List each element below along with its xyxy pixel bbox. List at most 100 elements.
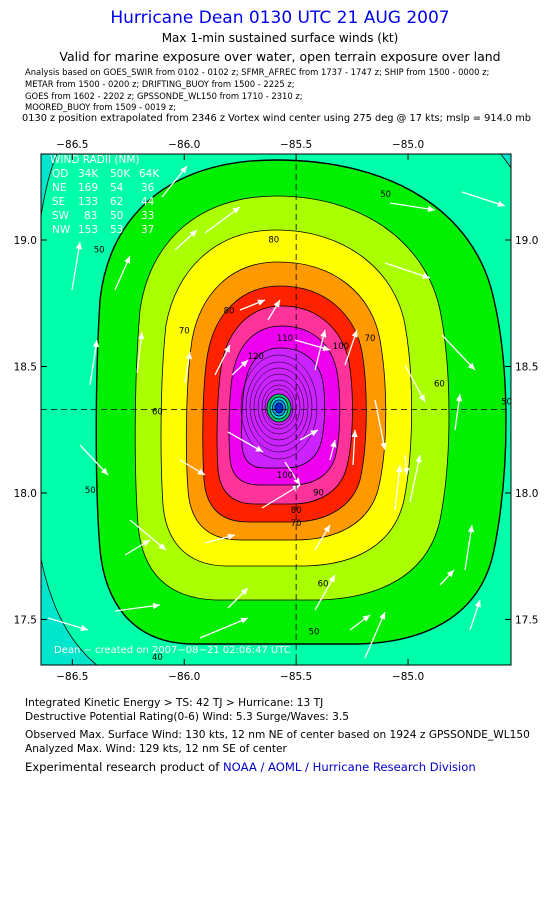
wind-field: 50 50 50 50 50 60 60 60 70 70 70 80 80 80 90 100 100 110 1… — [41, 154, 512, 665]
wind-vector-shaft — [389, 202, 436, 211]
contour-label: 100 — [333, 342, 349, 352]
chart-subtitle: Max 1-min sustained surface winds (kt) — [161, 31, 399, 45]
wind-vector-head — [497, 200, 505, 207]
wind-vector-head — [273, 300, 280, 308]
wind-radii-header-34k: 34K — [78, 168, 99, 180]
wind-vector-head — [446, 570, 454, 578]
wind-vector-head — [185, 352, 193, 360]
dense-inner-contours — [240, 354, 318, 460]
wind-radii-sw-50k: 50 — [110, 210, 123, 222]
analyzed-max-wind-line: Analyzed Max. Wind: 129 kts, 12 nm SE of… — [25, 743, 287, 755]
wind-vector-head — [227, 533, 235, 540]
wind-radii-header-64k: 64K — [139, 168, 160, 180]
eyewall — [266, 393, 292, 423]
validity-note: Valid for marine exposure over water, op… — [59, 49, 501, 64]
contour-label: 60 — [318, 580, 329, 590]
kinetic-energy-line: Integrated Kinetic Energy > TS: 42 TJ > … — [25, 697, 324, 709]
lat-tick-label-right: 17.5 — [515, 614, 538, 626]
wind-vector-shaft — [394, 464, 401, 511]
contour-label: 120 — [248, 352, 264, 362]
wind-vector-shaft — [204, 206, 241, 234]
wind-vector-shaft — [129, 519, 167, 551]
lat-tick-label-left: 17.5 — [14, 614, 37, 626]
chart-title: Hurricane Dean 0130 UTC 21 AUG 2007 — [110, 8, 450, 28]
analysis-line-2: METAR from 1500 - 0200 z; DRIFTING_BUOY … — [25, 79, 295, 89]
contour-label: 110 — [277, 334, 293, 344]
wind-radii-ne-64k: 36 — [141, 182, 155, 194]
wind-vector-head — [396, 465, 403, 473]
lon-tick-label-bottom: −85.0 — [392, 671, 424, 680]
wind-vector-head — [124, 256, 131, 264]
wind-radii-table: WIND RADII (NM) QD 34K 50K 64K NE 169 54… — [50, 154, 160, 236]
wind-vector-head — [240, 588, 248, 596]
wind-vector-head — [240, 617, 248, 624]
lon-tick-label-top: −85.0 — [392, 139, 424, 151]
wind-vector-head — [197, 468, 205, 475]
wind-vector-head — [467, 525, 475, 533]
contour-labels: 50 50 50 50 50 60 60 60 70 70 70 80 80 80 90 100 100 110 1… — [85, 190, 512, 663]
contour-label: 50 — [501, 397, 512, 407]
wind-radii-header-50k: 50K — [110, 168, 131, 180]
wind-vector-head — [474, 600, 481, 608]
wind-vector-head — [427, 205, 435, 213]
wind-vector-shaft — [89, 339, 98, 386]
wind-vector-shaft — [441, 334, 476, 371]
wind-field-map: 50 50 50 50 50 60 60 60 70 70 70 80 80 80 90 100 100 110 1… — [14, 139, 539, 680]
wind-vector-head — [351, 430, 358, 438]
wind-vector-head — [75, 242, 83, 250]
contour-label: 50 — [85, 486, 96, 496]
wind-vector-head — [180, 166, 187, 174]
wind-vector-head — [422, 272, 430, 279]
observed-max-wind-line: Observed Max. Surface Wind: 130 kts, 12 … — [25, 729, 530, 741]
wind-vector-head — [232, 207, 240, 214]
wind-vector-head — [92, 340, 100, 348]
position-note: 0130 z position extrapolated from 2346 z… — [22, 113, 532, 124]
wind-vector-head — [293, 477, 300, 485]
lon-tick-label-top: −86.0 — [168, 139, 200, 151]
wind-vector-shaft — [114, 604, 161, 612]
contour-label: 70 — [365, 334, 376, 344]
wind-vector-head — [418, 394, 425, 402]
wind-vector-head — [455, 394, 463, 402]
contour-label: 80 — [224, 306, 235, 316]
wind-vector-head — [467, 362, 475, 370]
lat-tick-label-left: 19.0 — [14, 235, 37, 247]
contour-label: 60 — [152, 408, 163, 418]
wind-radii-ne-34k: 169 — [78, 182, 98, 194]
lat-tick-label-right: 18.0 — [515, 488, 538, 500]
map-credit: Dean − created on 2007−08−21 02:06:47 UT… — [54, 645, 291, 656]
lat-tick-label-left: 18.5 — [14, 361, 37, 373]
wind-vector-head — [323, 525, 330, 533]
wind-vector-head — [224, 345, 230, 353]
wind-vector-head — [158, 543, 166, 550]
wind-radii-sw-label: SW — [52, 210, 70, 222]
wind-radii-nw-label: NW — [52, 224, 71, 236]
wind-vector-head — [189, 230, 197, 238]
lon-tick-label-bottom: −85.5 — [280, 671, 312, 680]
wind-radii-nw-50k: 53 — [110, 224, 123, 236]
wind-vector-head — [328, 575, 335, 583]
wind-radii-sw-64k: 33 — [141, 210, 154, 222]
wind-vectors — [47, 165, 506, 659]
wind-vector-head — [240, 360, 248, 368]
lon-tick-label-bottom: −86.5 — [56, 671, 88, 680]
wind-vector-head — [320, 330, 327, 338]
lat-tick-label-left: 18.0 — [14, 488, 37, 500]
lon-tick-label-top: −85.5 — [280, 139, 312, 151]
wind-vector-head — [351, 330, 358, 338]
contour-label: 50 — [94, 246, 105, 256]
wind-radii-ne-label: NE — [52, 182, 67, 194]
contour-label: 50 — [309, 628, 320, 638]
wind-vector-shaft — [404, 364, 426, 403]
contour-label: 80 — [291, 506, 302, 516]
wind-vector-shaft — [374, 399, 386, 451]
wind-radii-nw-34k: 153 — [78, 224, 98, 236]
wind-vector-shaft — [461, 191, 506, 207]
analysis-line-3: GOES from 1602 - 2202 z; GPSSONDE_WL150 … — [25, 91, 303, 101]
wind-vector-head — [257, 299, 265, 306]
wind-radii-ne-50k: 54 — [110, 182, 124, 194]
axis-ticks: −86.5 −86.5 −86.0 −86.0 −85.5 −85.5 −85.0 −85.0… — [14, 139, 539, 680]
wind-radii-nw-64k: 37 — [141, 224, 154, 236]
wind-radii-se-50k: 62 — [110, 196, 123, 208]
hrd-link[interactable]: NOAA / AOML / Hurricane Research Divisio… — [222, 760, 476, 774]
